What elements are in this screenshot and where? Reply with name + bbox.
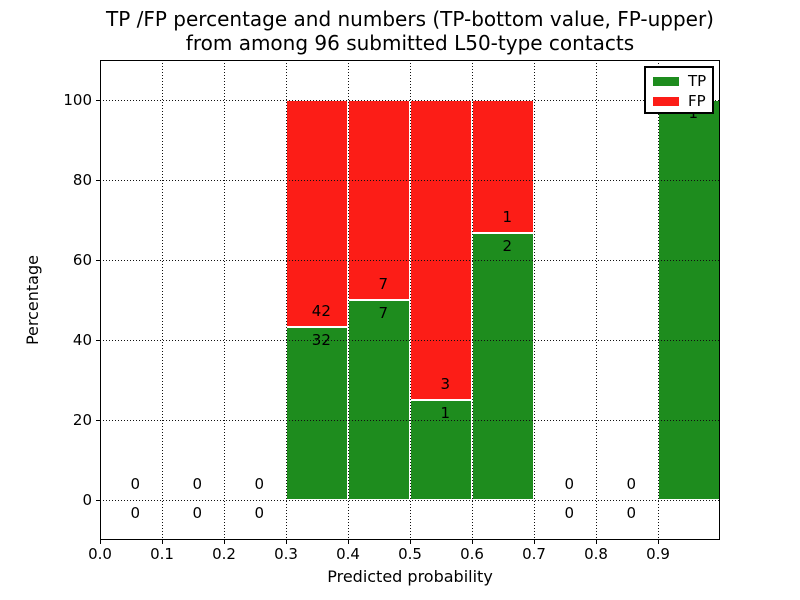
x-tick-label: 0.9 xyxy=(646,545,670,563)
x-tick-label: 0.4 xyxy=(336,545,360,563)
y-tick-label: 20 xyxy=(72,411,92,429)
x-axis-label: Predicted probability xyxy=(327,567,493,586)
tp-bar-segment xyxy=(286,327,348,500)
tp-count-label: 0 xyxy=(130,504,141,522)
y-tick-label: 80 xyxy=(72,171,92,189)
legend-swatch-fp xyxy=(653,96,679,106)
x-tick-label: 0.8 xyxy=(584,545,608,563)
x-tick-mark xyxy=(100,540,101,544)
gridline-vertical xyxy=(596,60,597,540)
fp-count-label: 42 xyxy=(311,302,331,321)
x-tick-label: 0.3 xyxy=(274,545,298,563)
y-tick-mark xyxy=(96,180,100,181)
fp-count-label: 0 xyxy=(192,475,203,493)
fp-count-label: 1 xyxy=(502,208,513,227)
tp-count-label: 0 xyxy=(254,504,265,522)
fp-bar-segment xyxy=(348,100,410,300)
y-tick-mark xyxy=(96,500,100,501)
chart-title-line1: TP /FP percentage and numbers (TP-bottom… xyxy=(106,7,714,31)
x-tick-mark xyxy=(286,540,287,544)
y-tick-label: 0 xyxy=(82,491,92,509)
x-tick-label: 0.7 xyxy=(522,545,546,563)
x-tick-mark xyxy=(410,540,411,544)
tp-bar-segment xyxy=(410,400,472,500)
legend-label-tp: TP xyxy=(688,72,707,90)
x-tick-mark xyxy=(224,540,225,544)
tp-bar-segment xyxy=(348,300,410,500)
x-tick-mark xyxy=(596,540,597,544)
fp-bar-segment xyxy=(472,100,534,234)
x-tick-label: 0.5 xyxy=(398,545,422,563)
x-tick-mark xyxy=(658,540,659,544)
legend-entry-tp: TP xyxy=(646,71,712,91)
x-tick-label: 0.0 xyxy=(88,545,112,563)
y-tick-mark xyxy=(96,420,100,421)
legend-label-fp: FP xyxy=(688,92,706,110)
x-tick-label: 0.1 xyxy=(150,545,174,563)
gridline-vertical xyxy=(534,60,535,540)
tp-count-label: 0 xyxy=(626,504,637,522)
tp-bar-segment xyxy=(472,233,534,500)
legend-swatch-tp xyxy=(653,76,679,86)
fp-bar-segment xyxy=(410,100,472,400)
x-tick-label: 0.6 xyxy=(460,545,484,563)
y-tick-mark xyxy=(96,340,100,341)
gridline-vertical xyxy=(410,60,411,540)
gridline-vertical xyxy=(472,60,473,540)
fp-count-label: 7 xyxy=(378,275,389,293)
tp-count-label: 2 xyxy=(502,237,513,256)
x-tick-mark xyxy=(534,540,535,544)
tp-count-label: 0 xyxy=(564,504,575,522)
x-tick-label: 0.2 xyxy=(212,545,236,563)
fp-count-label: 3 xyxy=(440,375,451,393)
fp-count-label: 0 xyxy=(564,475,575,493)
fp-bar-segment xyxy=(286,100,348,328)
fp-count-label: 0 xyxy=(254,475,265,493)
tp-bar-segment xyxy=(658,100,720,500)
gridline-vertical xyxy=(348,60,349,540)
y-tick-label: 60 xyxy=(72,251,92,269)
chart-title-line2: from among 96 submitted L50-type contact… xyxy=(185,31,635,55)
y-tick-label: 40 xyxy=(72,331,92,349)
gridline-vertical xyxy=(286,60,287,540)
y-tick-mark xyxy=(96,260,100,261)
chart-title: TP /FP percentage and numbers (TP-bottom… xyxy=(100,7,720,55)
x-tick-mark xyxy=(348,540,349,544)
tp-count-label: 7 xyxy=(378,304,389,322)
gridline-vertical xyxy=(224,60,225,540)
fp-count-label: 0 xyxy=(626,475,637,493)
fp-count-label: 0 xyxy=(130,475,141,493)
gridline-vertical xyxy=(658,60,659,540)
legend-entry-fp: FP xyxy=(646,91,712,111)
tp-count-label: 32 xyxy=(311,331,331,350)
tp-count-label: 0 xyxy=(192,504,203,522)
x-tick-mark xyxy=(472,540,473,544)
y-tick-label: 100 xyxy=(63,91,92,109)
tp-count-label: 1 xyxy=(440,404,451,422)
legend: TP FP xyxy=(644,66,714,114)
y-tick-mark xyxy=(96,100,100,101)
gridline-vertical xyxy=(162,60,163,540)
x-tick-mark xyxy=(162,540,163,544)
